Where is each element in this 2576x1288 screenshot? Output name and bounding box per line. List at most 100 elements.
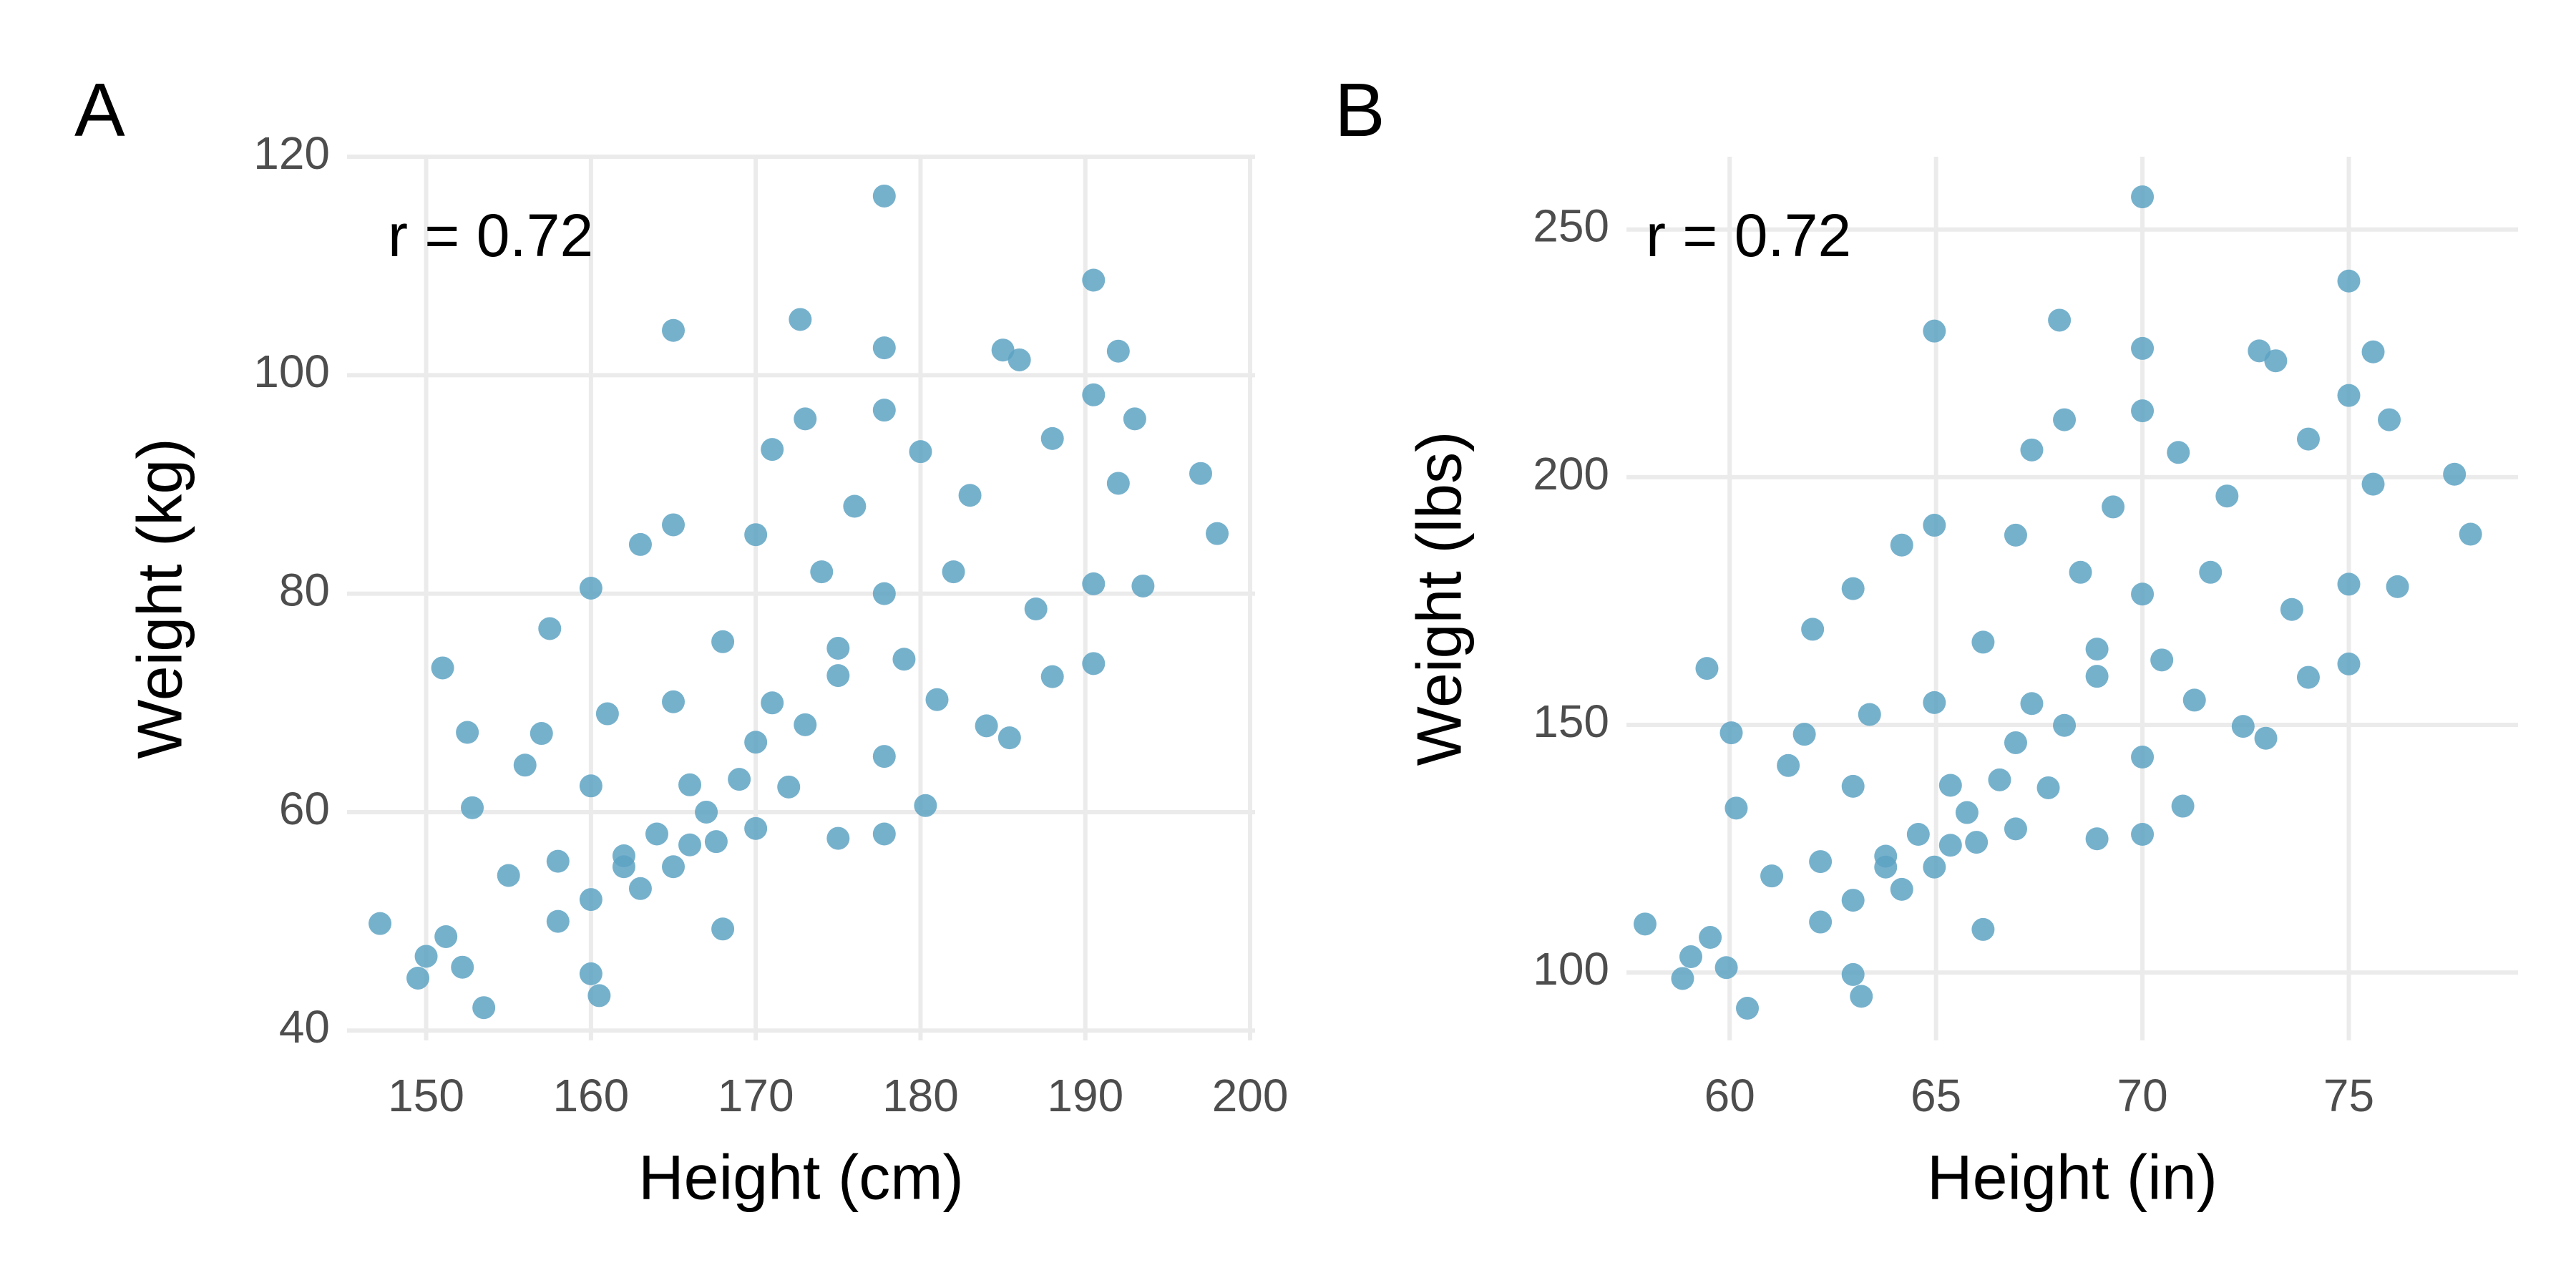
point [1938, 774, 1962, 797]
point [1106, 472, 1130, 495]
y-tick-label: 60 [279, 783, 330, 834]
point [1988, 768, 2011, 791]
point [1801, 618, 1825, 641]
point [1695, 657, 1719, 680]
point [678, 833, 702, 857]
annotation: r = 0.72 [1646, 202, 1851, 269]
point [1082, 572, 1106, 595]
point [942, 560, 965, 584]
point [2085, 827, 2109, 851]
y-tick-label: 100 [253, 346, 330, 397]
point [2048, 308, 2072, 332]
point [872, 822, 896, 846]
point [1938, 834, 1962, 857]
point [1123, 407, 1146, 431]
point [2361, 472, 2385, 496]
annotation: r = 0.72 [388, 202, 593, 269]
point [662, 513, 686, 537]
point [645, 822, 668, 846]
point [2131, 823, 2155, 847]
point [2020, 438, 2044, 462]
point [1106, 339, 1130, 363]
y-tick-label: 200 [1533, 448, 1609, 499]
point [872, 184, 896, 208]
point [1841, 577, 1865, 600]
point [975, 714, 998, 738]
point [2085, 665, 2109, 688]
point [1906, 823, 1930, 847]
point [761, 691, 784, 715]
point [579, 888, 602, 912]
y-tick-label: 250 [1533, 200, 1609, 252]
point [1714, 956, 1738, 980]
panel-label: B [1335, 68, 1385, 152]
point [2386, 575, 2409, 598]
point [925, 688, 949, 711]
point [2296, 427, 2320, 451]
point [1858, 703, 1881, 726]
point [1760, 864, 1784, 888]
point [628, 877, 652, 900]
x-axis-title: Height (cm) [638, 1141, 964, 1212]
point [1809, 850, 1833, 874]
x-tick-label: 150 [388, 1070, 464, 1121]
x-tick-label: 190 [1047, 1070, 1123, 1121]
point [2004, 817, 2027, 841]
point [2199, 560, 2223, 584]
point [2171, 794, 2195, 818]
x-tick-label: 180 [882, 1070, 959, 1121]
point [2069, 560, 2092, 584]
point [711, 630, 735, 653]
point [1777, 753, 1800, 777]
point [662, 855, 686, 879]
point [1082, 268, 1106, 292]
point [2053, 713, 2077, 737]
point [777, 775, 801, 799]
point [744, 523, 768, 547]
point [2131, 185, 2155, 209]
point [472, 996, 496, 1020]
point [1890, 877, 1913, 901]
y-tick-label: 120 [253, 127, 330, 179]
point [1082, 383, 1106, 406]
point [414, 945, 438, 968]
point [1679, 945, 1702, 969]
point [2337, 572, 2361, 596]
point [2231, 715, 2255, 738]
point [1923, 855, 1946, 879]
point [595, 702, 619, 726]
point [958, 484, 982, 507]
point [1206, 522, 1229, 545]
point [826, 636, 850, 660]
point [1024, 597, 1048, 621]
point [546, 849, 570, 873]
point [579, 576, 602, 600]
y-tick-label: 100 [1533, 943, 1609, 995]
point [826, 826, 850, 850]
point [872, 582, 896, 605]
point [2264, 349, 2288, 373]
point [497, 864, 520, 887]
point [2182, 688, 2206, 712]
point [2361, 340, 2385, 364]
point [2296, 665, 2320, 689]
x-tick-label: 75 [2323, 1070, 2374, 1121]
point [1923, 319, 1946, 343]
point [2459, 522, 2482, 546]
point [434, 924, 458, 948]
point [628, 532, 652, 556]
point [991, 338, 1015, 362]
point [2004, 523, 2027, 547]
point [1923, 514, 1946, 537]
point [2337, 269, 2361, 293]
point [579, 774, 602, 798]
point [789, 308, 812, 331]
point [1850, 985, 1873, 1008]
x-tick-label: 160 [552, 1070, 629, 1121]
point [744, 816, 768, 840]
point [2150, 648, 2174, 672]
point [1955, 801, 1979, 824]
point [1040, 426, 1064, 450]
panel: 60 65 70 75 100 150 200 250 Br = 0.72 Height (in)… [1335, 68, 2518, 1212]
